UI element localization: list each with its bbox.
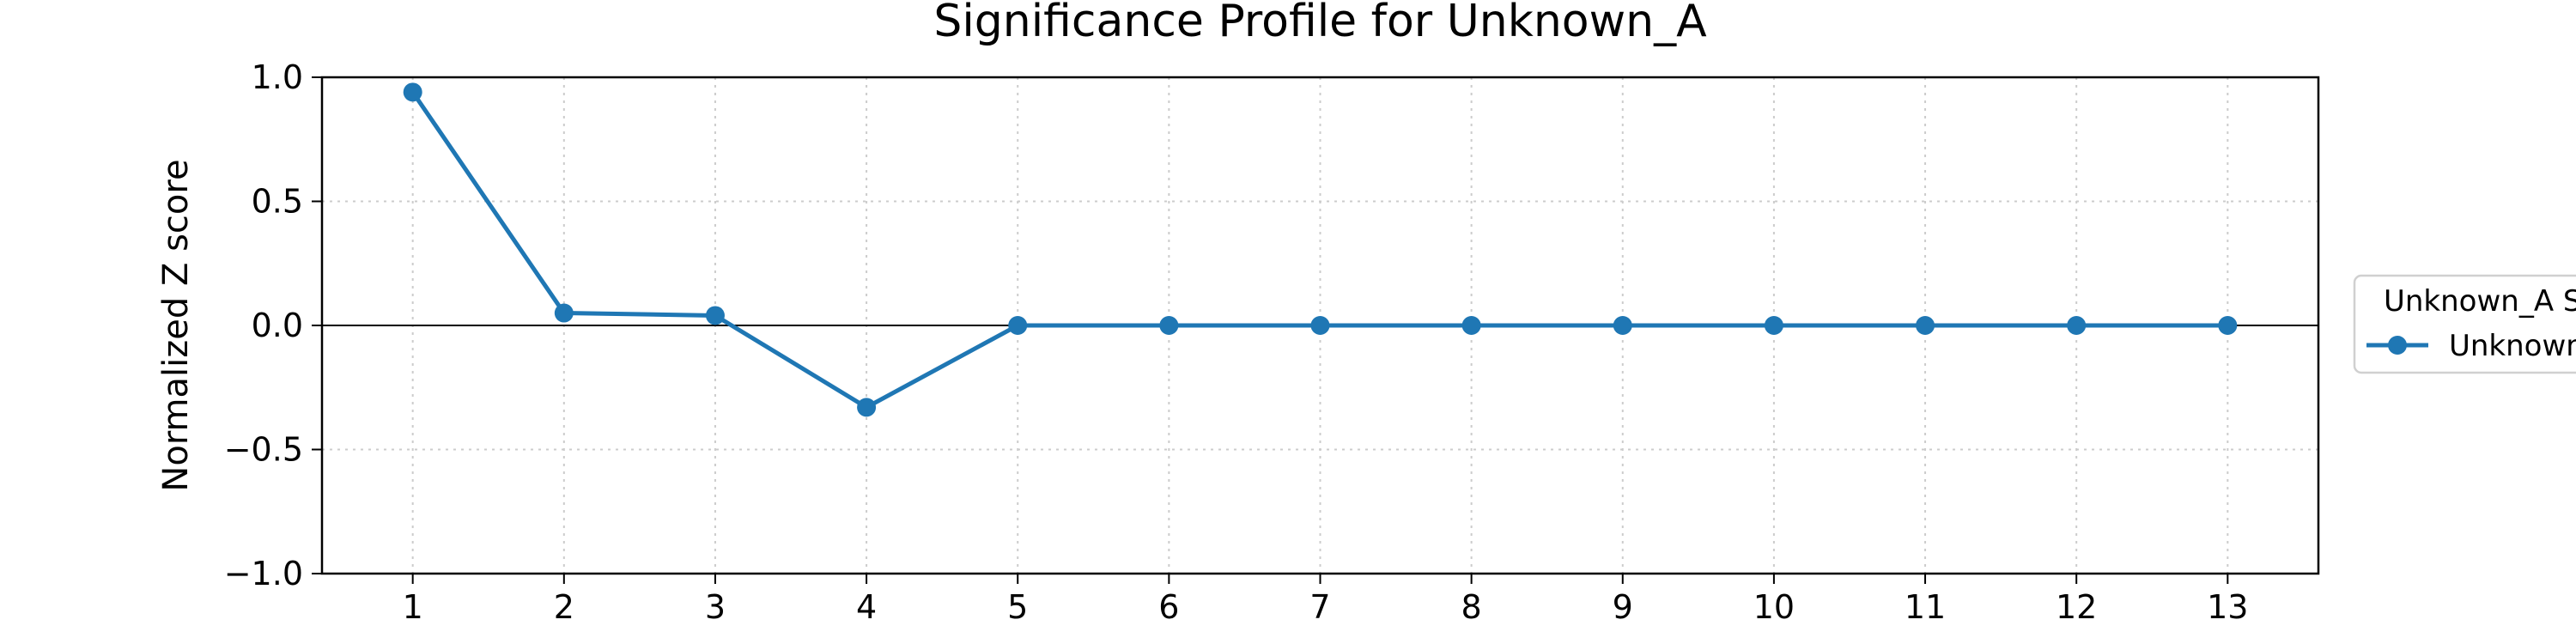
x-tick-label: 2: [554, 588, 574, 626]
legend-title: Unknown_A S: [2384, 284, 2576, 319]
data-point: [2067, 316, 2087, 335]
ticks: 1 2 3 4 5 6 7 8 9 10 11 12 131.00.50.0−0.5−1.0: [224, 58, 2249, 626]
data-point: [1461, 316, 1481, 335]
x-tick-label: 12: [2056, 588, 2097, 626]
data-point: [1916, 316, 1935, 335]
x-tick-label: 7: [1309, 588, 1330, 626]
data-point: [1613, 316, 1632, 335]
y-tick-label: 0.5: [252, 183, 303, 221]
legend: Unknown_A S Unknown: [2353, 274, 2576, 374]
data-point: [1764, 316, 1783, 335]
x-tick-label: 1: [403, 588, 423, 626]
data-point: [403, 82, 422, 102]
data-point: [857, 398, 877, 417]
x-tick-label: 8: [1461, 588, 1482, 626]
y-tick-label: 0.0: [252, 307, 303, 344]
x-tick-label: 10: [1753, 588, 1795, 626]
data-point: [705, 306, 725, 325]
legend-label: Unknown: [2449, 329, 2576, 363]
x-tick-label: 5: [1007, 588, 1028, 626]
x-tick-label: 6: [1158, 588, 1179, 626]
data-point: [1008, 316, 1028, 335]
y-tick-label: −0.5: [224, 431, 303, 469]
x-tick-label: 4: [856, 588, 877, 626]
data-point: [554, 303, 574, 323]
data-point: [2218, 316, 2238, 335]
y-tick-label: −1.0: [224, 555, 303, 592]
data-point: [1159, 316, 1179, 335]
legend-marker: [2388, 336, 2407, 355]
series-layer: [403, 82, 2238, 417]
y-tick-label: 1.0: [252, 58, 303, 96]
data-point: [1310, 316, 1330, 335]
legend-box: [2353, 274, 2576, 374]
x-tick-label: 9: [1613, 588, 1633, 626]
x-tick-label: 11: [1905, 588, 1946, 626]
chart-title: Significance Profile for Unknown_A: [933, 0, 1707, 47]
x-tick-label: 3: [705, 588, 726, 626]
y-axis-label: Normalized Z score: [156, 159, 196, 491]
x-tick-label: 13: [2207, 588, 2248, 626]
